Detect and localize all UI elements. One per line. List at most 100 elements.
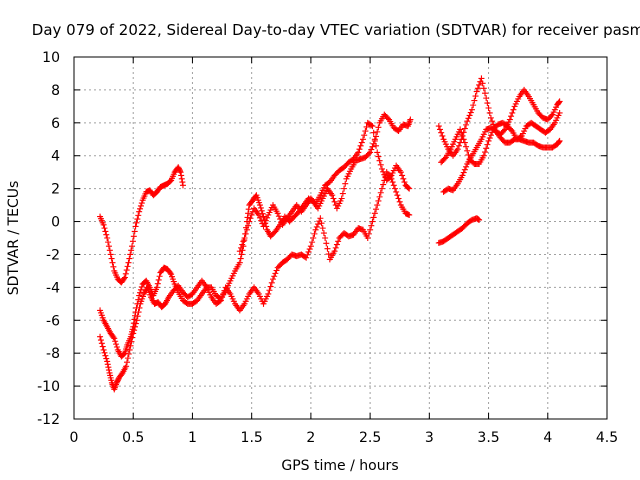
data-point <box>486 109 493 116</box>
data-point <box>113 344 120 351</box>
data-point <box>272 270 279 277</box>
data-point <box>357 142 364 149</box>
data-point <box>368 122 375 129</box>
data-point <box>101 349 108 356</box>
data-point <box>374 128 381 135</box>
data-point <box>335 238 342 245</box>
data-point <box>356 146 363 153</box>
data-point <box>363 123 370 130</box>
data-point <box>236 259 243 266</box>
data-point <box>367 226 374 233</box>
series-track-6 <box>438 109 563 167</box>
data-point <box>489 118 496 125</box>
x-tick-label: 3.5 <box>477 430 499 446</box>
x-tick-label: 2.5 <box>359 430 381 446</box>
data-point <box>463 163 470 170</box>
x-tick-label: 4.5 <box>596 430 618 446</box>
data-point <box>110 263 117 270</box>
x-tick-label: 4 <box>543 430 552 446</box>
data-point <box>303 254 310 261</box>
y-tick-label: -2 <box>46 247 60 263</box>
data-point <box>464 118 471 125</box>
data-points <box>97 75 563 393</box>
data-point <box>482 90 489 97</box>
data-point <box>135 309 142 316</box>
data-point <box>102 228 109 235</box>
data-point <box>178 175 185 182</box>
data-point <box>473 88 480 95</box>
data-point <box>460 136 467 143</box>
data-point <box>360 136 367 143</box>
data-point <box>373 206 380 213</box>
data-point <box>137 202 144 209</box>
data-point <box>257 204 264 211</box>
data-point <box>461 166 468 173</box>
data-point <box>325 251 332 258</box>
data-point <box>259 210 266 217</box>
data-point <box>393 188 400 195</box>
data-point <box>464 147 471 154</box>
data-point <box>105 243 112 250</box>
data-point <box>397 169 404 176</box>
axis-ticks <box>73 56 608 420</box>
data-point <box>178 172 185 179</box>
data-point <box>331 198 338 205</box>
data-point <box>375 124 382 131</box>
data-point <box>339 190 346 197</box>
y-tick-label: 2 <box>51 182 60 198</box>
data-point <box>237 255 244 262</box>
data-point <box>307 243 314 250</box>
data-point <box>454 146 461 153</box>
data-point <box>123 363 130 370</box>
chart-title: Day 079 of 2022, Sidereal Day-to-day VTE… <box>32 21 640 39</box>
y-tick-label: -6 <box>46 313 60 329</box>
data-point <box>457 126 464 133</box>
x-tick-label: 1.5 <box>241 430 263 446</box>
data-point <box>368 146 375 153</box>
data-point <box>368 222 375 229</box>
data-point <box>365 150 372 157</box>
data-point <box>275 213 282 220</box>
data-point <box>480 85 487 92</box>
data-point <box>217 297 224 304</box>
data-point <box>369 218 376 225</box>
data-point <box>136 292 143 299</box>
data-point <box>241 235 248 241</box>
data-point <box>238 251 245 258</box>
data-point <box>484 100 491 107</box>
data-point <box>177 169 184 176</box>
data-point <box>274 210 281 217</box>
data-point <box>438 129 445 136</box>
x-tick-label: 0.5 <box>122 430 144 446</box>
data-point <box>362 128 369 135</box>
data-point <box>322 235 329 241</box>
data-point <box>329 192 336 199</box>
data-point <box>245 206 252 213</box>
data-point <box>97 333 104 340</box>
data-point <box>125 351 132 358</box>
data-point <box>154 280 161 287</box>
data-point <box>236 248 243 255</box>
data-point <box>121 274 128 281</box>
data-point <box>104 358 111 365</box>
data-point <box>556 137 563 144</box>
data-point <box>128 338 135 345</box>
data-point <box>130 233 137 240</box>
data-point <box>126 255 133 262</box>
data-point <box>378 185 385 192</box>
data-point <box>153 284 160 291</box>
data-point <box>309 239 316 246</box>
data-point <box>391 185 398 192</box>
data-point <box>264 214 271 221</box>
data-point <box>508 126 515 133</box>
data-point <box>134 216 141 223</box>
data-point <box>486 135 493 142</box>
data-point <box>389 179 396 186</box>
x-tick-label: 1 <box>188 430 197 446</box>
data-point <box>441 155 448 162</box>
data-point <box>110 334 117 341</box>
data-point <box>167 269 174 276</box>
x-tick-label: 0 <box>70 430 79 446</box>
data-point <box>245 222 252 229</box>
data-point <box>125 259 132 266</box>
